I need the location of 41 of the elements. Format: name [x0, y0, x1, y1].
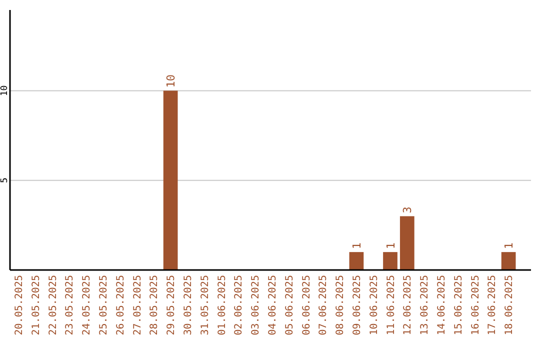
x-tick-label: 29.05.2025: [166, 275, 178, 336]
x-tick-label: 23.05.2025: [64, 275, 76, 336]
data-label: 1: [384, 242, 398, 250]
x-tick-label: 06.06.2025: [301, 275, 312, 336]
x-tick-label: 30.05.2025: [182, 275, 194, 336]
x-tick-label: 20.05.2025: [14, 275, 25, 336]
x-tick-label: 18.06.2025: [504, 275, 516, 336]
bar: [163, 90, 178, 270]
x-tick-label: 16.06.2025: [470, 275, 482, 336]
x-tick-label: 28.05.2025: [149, 275, 160, 336]
x-tick-label: 31.05.2025: [200, 275, 211, 336]
bar: [501, 252, 516, 270]
bar: [400, 216, 414, 270]
x-tick-label: 09.06.2025: [352, 275, 363, 336]
x-tick-label: 11.06.2025: [386, 275, 397, 336]
x-tick-label: 02.06.2025: [234, 275, 245, 336]
bar: [383, 252, 398, 270]
x-tick-label: 26.05.2025: [115, 275, 126, 336]
x-tick-label: 05.06.2025: [284, 275, 296, 336]
x-tick-label: 04.06.2025: [267, 275, 278, 336]
x-tick-label: 22.05.2025: [48, 275, 59, 336]
x-tick-label: 03.06.2025: [250, 275, 262, 336]
data-label: 1: [350, 242, 364, 250]
data-label: 1: [502, 242, 516, 250]
data-label: 10: [164, 74, 178, 88]
x-tick-label: 12.06.2025: [402, 275, 414, 336]
x-tick-label: 24.05.2025: [82, 275, 93, 336]
x-tick-label: 27.05.2025: [132, 275, 144, 336]
x-tick-label: 13.06.2025: [420, 275, 431, 336]
x-tick-label: 14.06.2025: [436, 275, 448, 336]
x-tick-label: 15.06.2025: [453, 275, 464, 336]
x-tick-label: 10.06.2025: [368, 275, 380, 336]
x-tick-label: 01.06.2025: [216, 275, 228, 336]
x-tick-label: 17.06.2025: [487, 275, 498, 336]
x-tick-label: 25.05.2025: [98, 275, 110, 336]
data-label: 3: [401, 206, 414, 214]
bar: [349, 252, 364, 270]
y-tick-label: 5: [0, 178, 10, 184]
x-tick-label: 07.06.2025: [318, 275, 330, 336]
x-tick-label: 08.06.2025: [335, 275, 346, 336]
x-tick-label: 21.05.2025: [30, 275, 42, 336]
